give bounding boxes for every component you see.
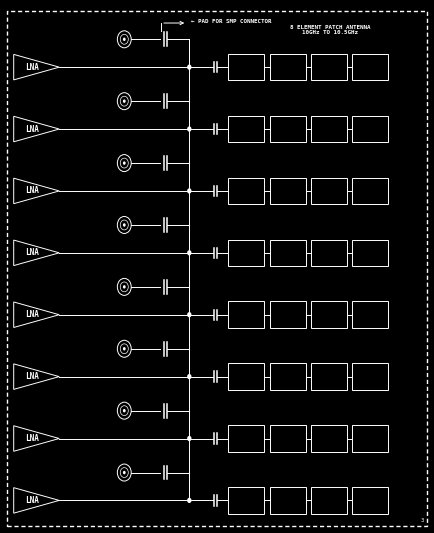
Text: LNA: LNA [25,496,39,505]
Bar [310,177,346,204]
Bar [351,54,387,80]
Bar [228,487,264,514]
Bar [310,302,346,328]
Bar [310,487,346,514]
Polygon shape [14,178,59,204]
Bar [351,487,387,514]
Bar [351,116,387,142]
Text: LNA: LNA [25,248,39,257]
Bar [228,54,264,80]
Text: LNA: LNA [25,372,39,381]
Circle shape [187,250,191,255]
Circle shape [187,126,191,132]
Bar [351,177,387,204]
Bar [269,364,305,390]
FancyBboxPatch shape [7,11,426,526]
Bar [228,116,264,142]
Circle shape [187,312,191,317]
Circle shape [187,436,191,441]
Text: LNA: LNA [25,125,39,134]
Circle shape [187,498,191,503]
Bar [310,425,346,452]
Text: LNA: LNA [25,63,39,71]
Bar [269,425,305,452]
Bar [228,425,264,452]
Circle shape [122,38,125,41]
Circle shape [122,347,125,351]
Circle shape [187,188,191,193]
Text: 8 ELEMENT PATCH ANTENNA
10GHz TO 10.5GHz: 8 ELEMENT PATCH ANTENNA 10GHz TO 10.5GHz [289,25,370,35]
Bar [269,116,305,142]
Circle shape [187,374,191,379]
Polygon shape [14,302,59,327]
Polygon shape [14,426,59,451]
Polygon shape [14,240,59,265]
Polygon shape [14,364,59,390]
Circle shape [122,161,125,165]
Circle shape [122,471,125,474]
Bar [351,364,387,390]
Bar [269,487,305,514]
Text: 3: 3 [419,518,422,523]
Polygon shape [14,54,59,80]
Circle shape [122,285,125,288]
Bar [269,177,305,204]
Polygon shape [14,488,59,513]
Bar [228,364,264,390]
Bar [351,425,387,452]
Text: LNA: LNA [25,187,39,196]
Polygon shape [14,116,59,142]
Bar [310,239,346,266]
Bar [228,177,264,204]
Circle shape [187,64,191,70]
Bar [269,302,305,328]
Circle shape [122,223,125,227]
Circle shape [122,409,125,413]
Text: LNA: LNA [25,310,39,319]
Bar [351,239,387,266]
Text: ← PAD FOR SMP CONNECTOR: ← PAD FOR SMP CONNECTOR [191,19,271,24]
Text: LNA: LNA [25,434,39,443]
Circle shape [122,100,125,103]
Bar [269,54,305,80]
Bar [228,302,264,328]
Bar [310,364,346,390]
Bar [310,116,346,142]
Bar [228,239,264,266]
Bar [269,239,305,266]
Bar [351,302,387,328]
Bar [310,54,346,80]
